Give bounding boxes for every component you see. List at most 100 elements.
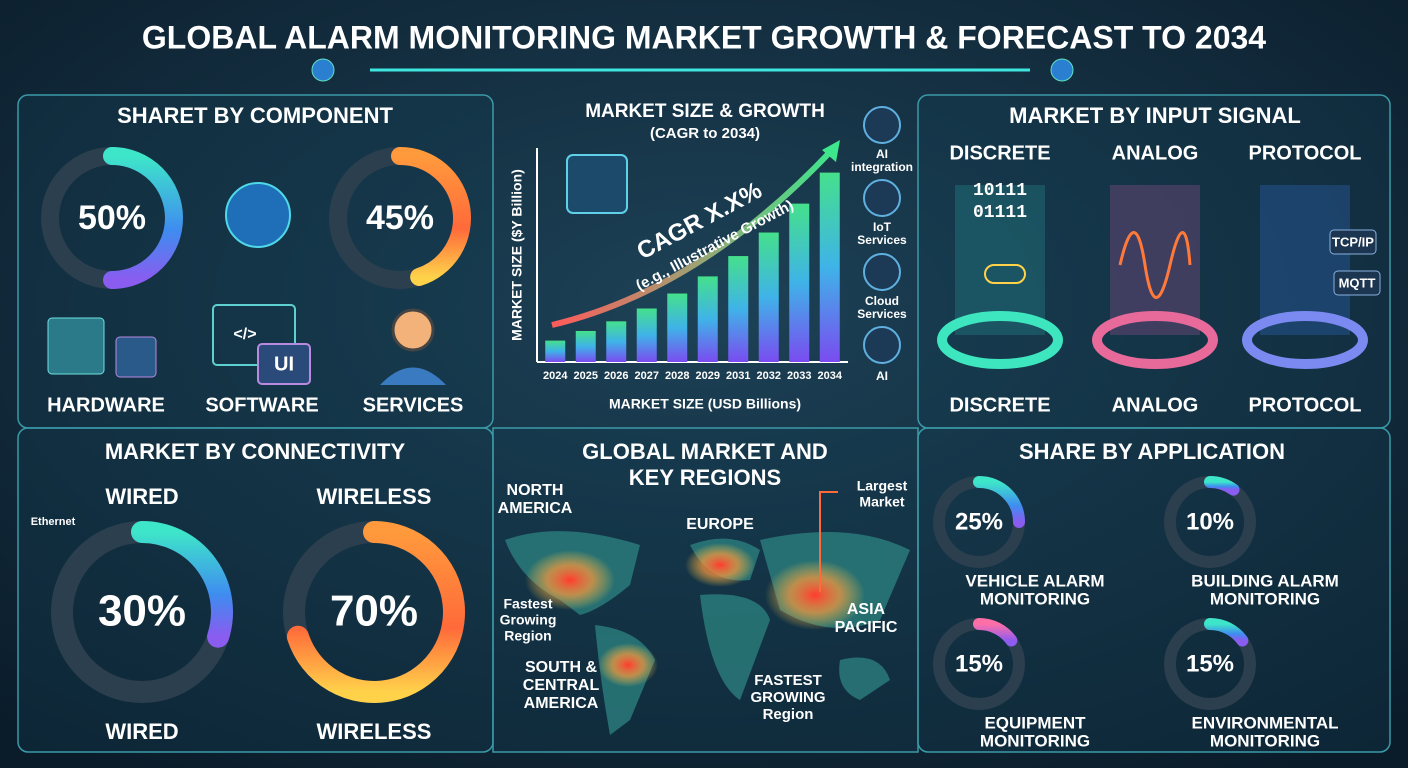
region-label: GROWING [751,689,826,706]
chip-icon [115,336,157,378]
bar [606,321,627,362]
page-title: GLOBAL ALARM MONITORING MARKET GROWTH & … [142,19,1266,55]
share-label: 15% [1186,650,1234,677]
x-tick-label: 2034 [818,370,843,382]
share-label: 15% [955,650,1003,677]
cylinder [1110,185,1200,335]
region-label: Market [859,494,904,510]
globe-icon [311,58,335,82]
x-tick-label: 2026 [604,370,628,382]
share-label: 10% [1186,508,1234,535]
x-tick-label: 2033 [787,370,811,382]
item-label: SOFTWARE [205,394,318,416]
side-icon-label: Cloud [865,294,899,308]
side-icon-label: IoT [873,220,892,234]
cylinder-ring [1092,311,1218,369]
application-name: BUILDING ALARM [1191,571,1339,590]
application-name: VEHICLE ALARM [965,571,1104,590]
bar [575,330,596,362]
donut-arc [1204,476,1240,496]
panel-title: MARKET BY INPUT SIGNAL [1009,103,1301,128]
donut-arc [1204,618,1249,647]
bar [728,256,749,362]
share-label: 45% [366,199,434,237]
heat-spot [598,643,658,687]
switch [984,264,1026,284]
connectivity-type: WIRED [105,719,178,744]
region-label: Largest [857,478,908,494]
agent-icon [391,308,435,352]
chip-icon [47,317,105,375]
agent-icon [380,367,446,385]
cylinder [955,185,1045,335]
globe-icon [1050,58,1074,82]
application-name: MONITORING [980,589,1090,608]
side-icon [863,179,901,217]
region-label: CENTRAL [523,677,600,694]
icon-text: </> [233,326,256,343]
growth-arrow [822,140,840,162]
side-icon [863,253,901,291]
x-tick-label: 2024 [543,370,568,382]
donut-arc [973,476,1025,528]
donut-arc [103,147,183,289]
side-icon-label: AI [876,369,888,383]
side-icon-label: integration [851,160,913,174]
side-icon-label: Services [857,233,907,247]
panel-title: KEY REGIONS [629,465,781,490]
signal-cylinders [937,185,1381,369]
panel-title: SHARET BY COMPONENT [117,103,393,128]
signal-type: PROTOCOL [1249,394,1362,416]
panel-title: MARKET SIZE & GROWTH [585,101,825,122]
heat-spot [685,543,755,587]
bar [819,172,840,362]
share-label: 50% [78,199,146,237]
region-label: Fastest [503,596,552,612]
application-name: MONITORING [980,731,1090,750]
region-label: SOUTH & [525,659,597,676]
region-label: AMERICA [524,695,599,712]
application-name: MONITORING [1210,589,1320,608]
panel-subtitle: (CAGR to 2034) [650,125,760,142]
region-label: Region [504,628,551,644]
panel [917,427,1391,753]
globe-icon [225,182,291,248]
donut-arc [131,521,233,648]
x-tick-label: 2027 [635,370,659,382]
region-label: PACIFIC [835,619,898,636]
bar [697,276,718,362]
panel-title: MARKET BY CONNECTIVITY [105,439,406,464]
x-tick-label: 2032 [757,370,781,382]
donut-arc [391,147,471,286]
window-icon [212,304,296,366]
application-name: MONITORING [1210,731,1320,750]
binary-text: 10111 [973,181,1027,201]
bar [789,203,810,362]
signal-type: PROTOCOL [1249,142,1362,164]
signal-type: DISCRETE [949,394,1050,416]
icon-text: UI [274,353,294,375]
wave [1118,231,1192,299]
signal-type: DISCRETE [949,142,1050,164]
side-icon-label: Services [857,307,907,321]
region-label: EUROPE [686,516,754,533]
panel [17,427,494,753]
item-label: SERVICES [363,394,464,416]
application-name: EQUIPMENT [984,713,1086,732]
cylinder-ring [937,311,1063,369]
bar [667,293,688,362]
protocol-label: MQTT [1339,275,1376,290]
connectivity-type: WIRELESS [317,484,432,509]
bar [636,308,657,362]
region-label: AMERICA [498,500,573,517]
panel-title: GLOBAL MARKET AND [582,439,828,464]
share-label: 25% [955,508,1003,535]
chip-icon [566,154,628,214]
side-icon-label: AI [876,147,888,161]
heat-spot [765,560,865,630]
region-label: Region [763,706,814,723]
window-icon [257,343,311,385]
continent [700,594,770,700]
donut-arc [286,521,465,703]
connectivity-type: WIRED [105,484,178,509]
